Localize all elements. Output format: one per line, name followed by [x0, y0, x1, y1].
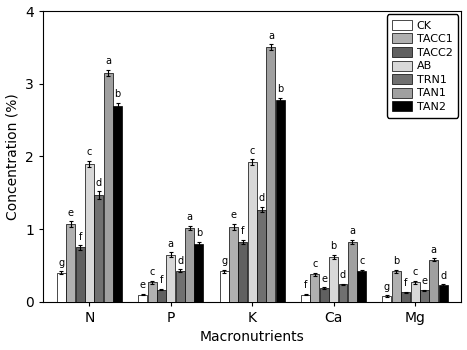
Bar [329, 257, 338, 302]
Bar [357, 271, 366, 302]
Text: g: g [58, 258, 64, 268]
Text: e: e [231, 210, 236, 220]
Text: c: c [87, 147, 92, 157]
Text: e: e [68, 208, 74, 218]
Bar [104, 73, 113, 302]
Bar [248, 162, 257, 302]
Bar [276, 100, 285, 302]
Bar [311, 274, 319, 302]
Text: f: f [241, 226, 245, 237]
Text: d: d [259, 193, 265, 203]
Bar [339, 285, 347, 302]
Bar [410, 282, 419, 302]
Bar [219, 271, 229, 302]
Text: c: c [312, 259, 318, 269]
Bar [439, 285, 447, 302]
Text: a: a [186, 212, 192, 222]
Text: g: g [221, 256, 227, 266]
Text: b: b [393, 256, 399, 266]
Bar [76, 247, 85, 302]
Text: c: c [249, 146, 255, 156]
Legend: CK, TACC1, TACC2, AB, TRN1, TAN1, TAN2: CK, TACC1, TACC2, AB, TRN1, TAN1, TAN2 [387, 14, 458, 118]
Text: b: b [114, 89, 120, 99]
Y-axis label: Concentration (%): Concentration (%) [6, 93, 20, 220]
Bar [113, 106, 122, 302]
Text: f: f [160, 275, 163, 285]
X-axis label: Macronutrients: Macronutrients [200, 330, 304, 344]
Text: c: c [359, 256, 364, 266]
Text: a: a [168, 239, 174, 249]
Text: a: a [105, 56, 111, 66]
Bar [66, 224, 75, 302]
Bar [382, 296, 391, 302]
Text: d: d [340, 270, 346, 280]
Bar [138, 295, 147, 302]
Bar [194, 244, 204, 302]
Bar [257, 210, 266, 302]
Text: e: e [421, 276, 427, 286]
Bar [229, 227, 238, 302]
Bar [157, 289, 166, 302]
Bar [348, 242, 357, 302]
Text: a: a [349, 226, 355, 237]
Text: a: a [268, 31, 274, 41]
Bar [301, 295, 310, 302]
Bar [267, 47, 276, 302]
Bar [401, 292, 410, 302]
Text: a: a [431, 245, 437, 254]
Bar [392, 271, 401, 302]
Text: c: c [412, 267, 417, 277]
Text: b: b [196, 228, 202, 238]
Bar [320, 288, 329, 302]
Text: f: f [78, 231, 82, 242]
Text: g: g [384, 282, 390, 292]
Text: d: d [440, 271, 446, 281]
Bar [176, 271, 184, 302]
Bar [238, 242, 248, 302]
Bar [85, 164, 94, 302]
Text: f: f [404, 278, 407, 288]
Bar [57, 273, 66, 302]
Text: b: b [277, 84, 283, 94]
Text: f: f [304, 280, 307, 290]
Text: e: e [140, 280, 146, 290]
Bar [429, 260, 438, 302]
Bar [185, 228, 194, 302]
Text: e: e [321, 274, 327, 284]
Text: d: d [177, 256, 183, 266]
Bar [148, 282, 156, 302]
Bar [166, 254, 175, 302]
Text: c: c [149, 267, 155, 277]
Bar [420, 290, 429, 302]
Bar [94, 195, 103, 302]
Text: d: d [96, 178, 102, 188]
Text: b: b [331, 241, 337, 251]
